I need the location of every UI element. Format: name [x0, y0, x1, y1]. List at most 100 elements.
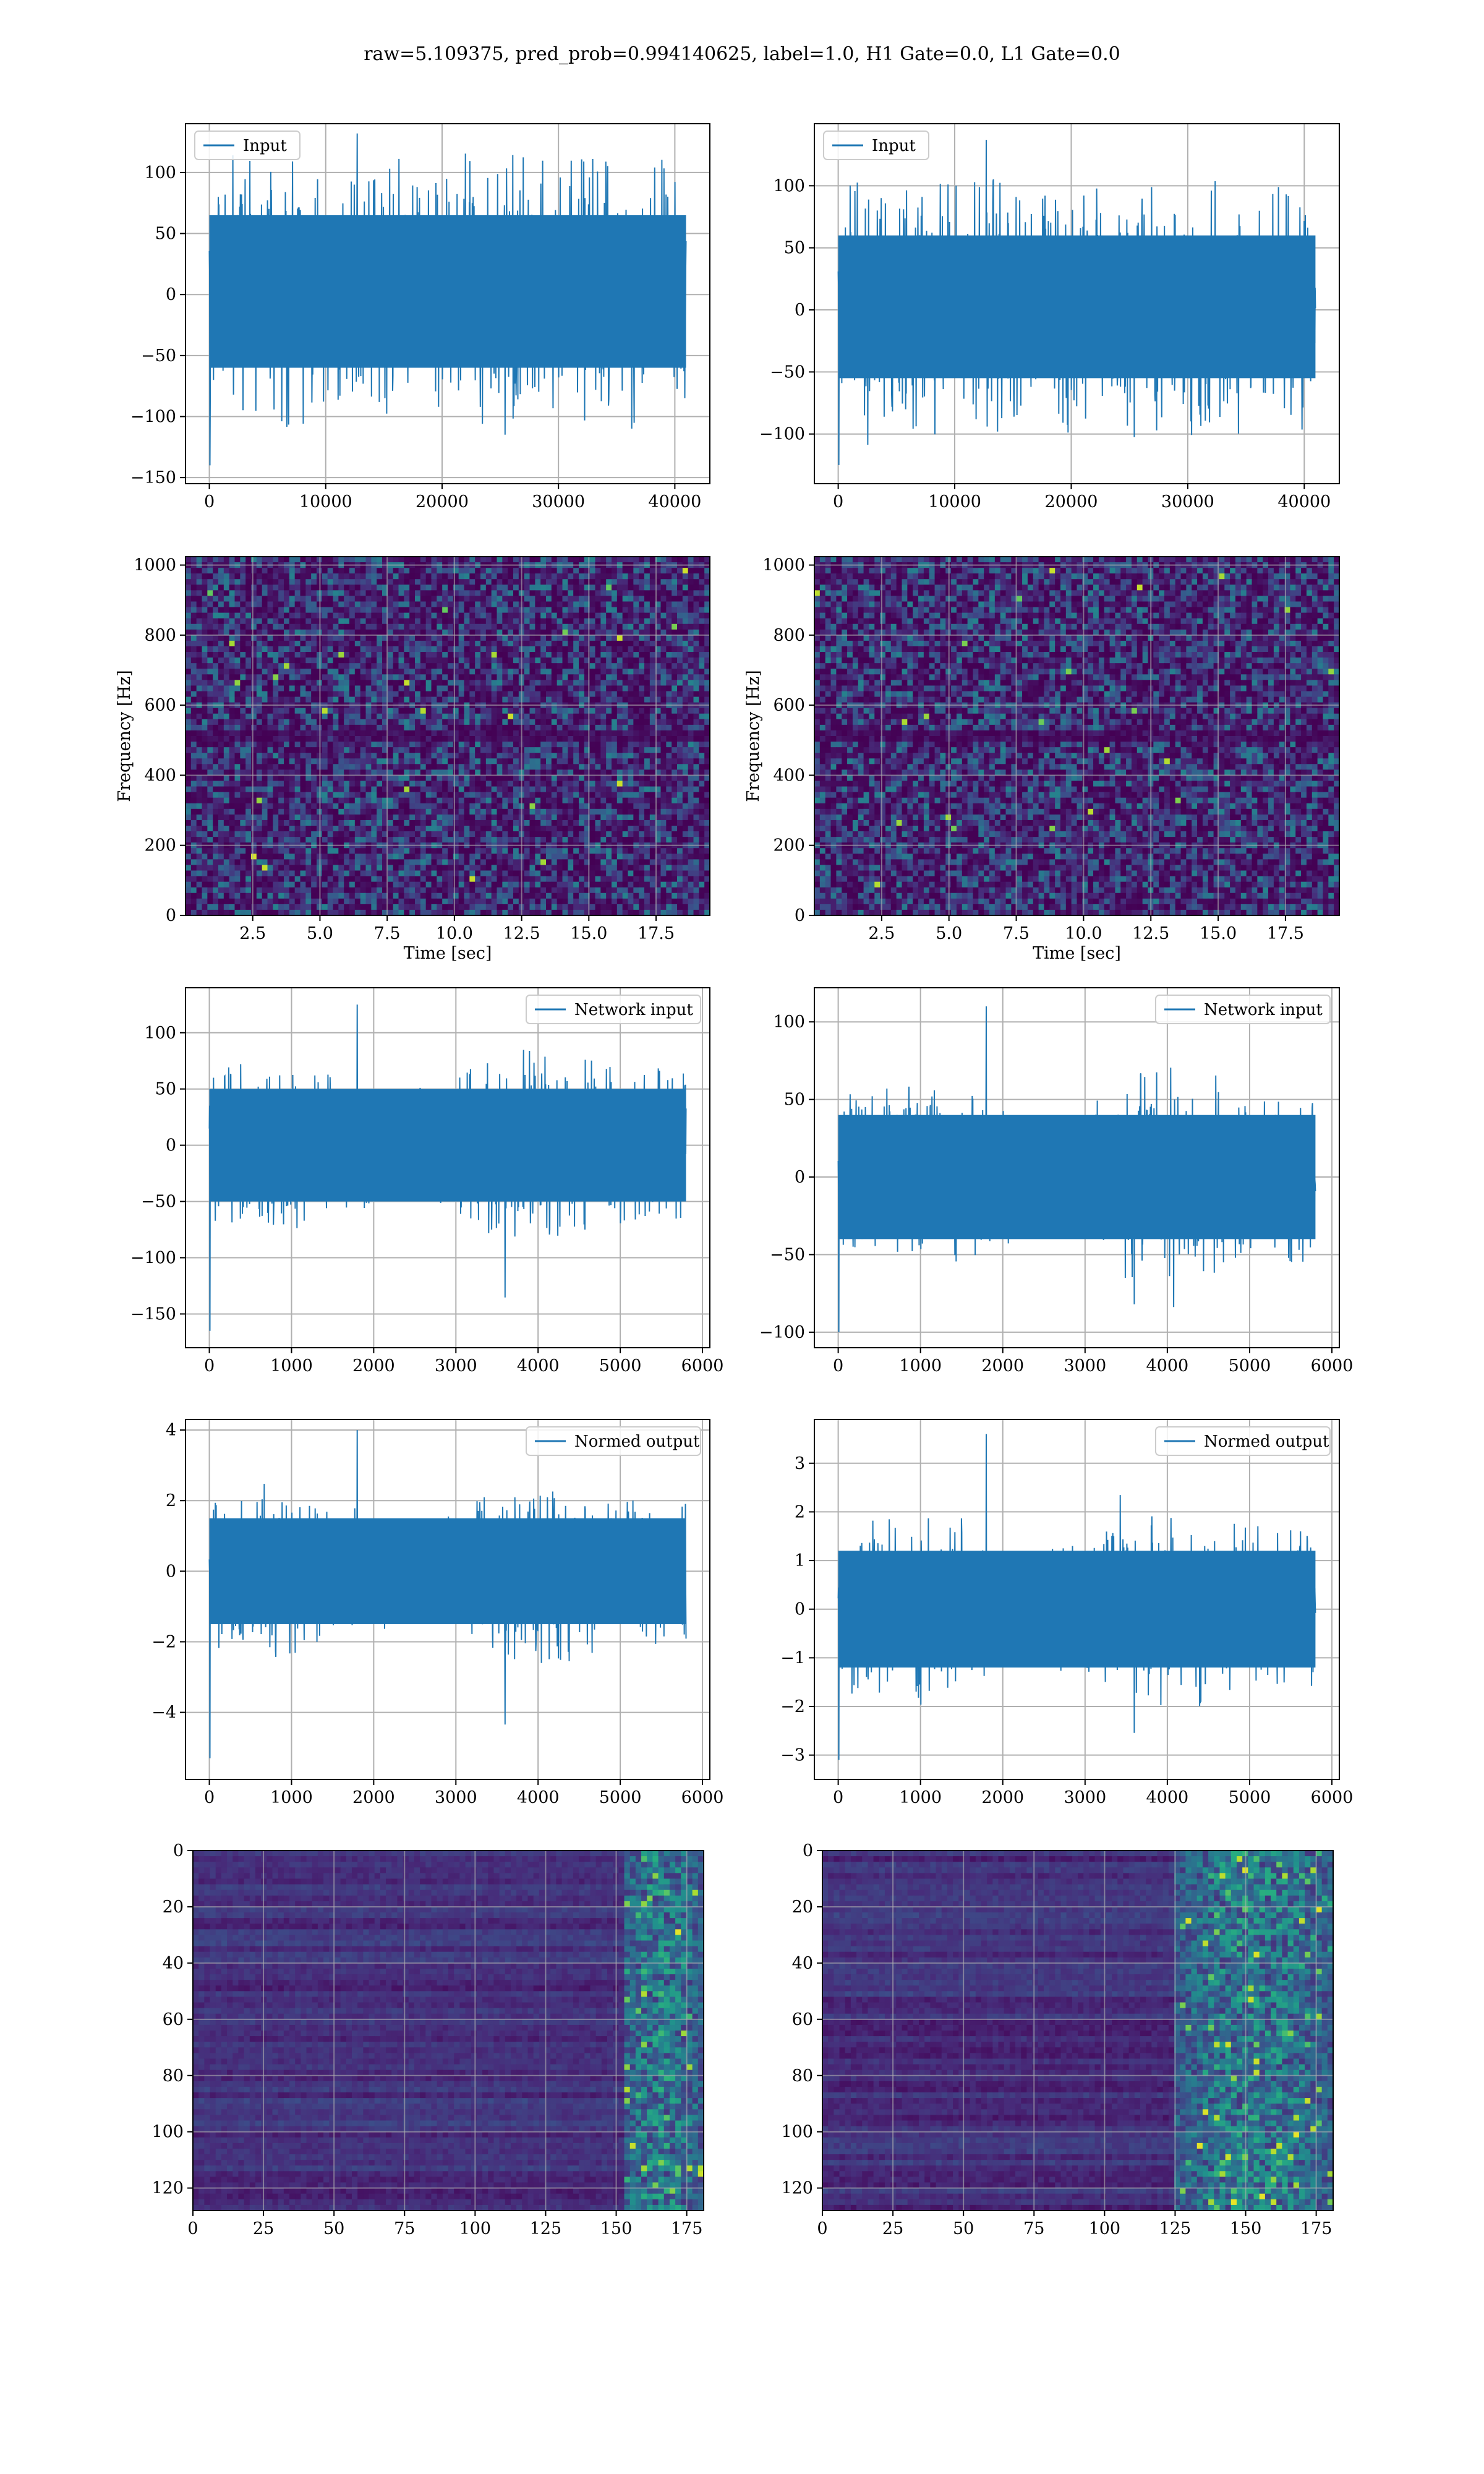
- spectrogram-cell: [508, 758, 513, 764]
- spectrogram-cell: [328, 697, 333, 703]
- spectrogram-cell: [191, 674, 197, 680]
- spectrogram-cell: [338, 691, 344, 698]
- spectrogram-cell: [492, 657, 497, 664]
- spectrogram-cell: [699, 596, 704, 602]
- spectrogram-cell: [699, 837, 704, 843]
- spectrogram-cell: [683, 685, 688, 691]
- spectrogram-cell: [623, 602, 628, 608]
- spectrogram-cell: [245, 613, 251, 619]
- spectrogram-cell: [623, 607, 628, 614]
- spectrogram-cell: [437, 680, 442, 686]
- spectrogram-cell: [513, 657, 519, 664]
- spectrogram-cell: [568, 674, 573, 680]
- spectrogram-cell: [393, 607, 399, 614]
- spectrogram-cell: [448, 584, 453, 591]
- spectrogram-cell: [639, 714, 644, 720]
- spectrogram-cell: [213, 781, 218, 787]
- spectrogram-cell: [442, 781, 448, 787]
- spectrogram-cell: [579, 663, 584, 669]
- spectrogram-cell: [218, 753, 224, 759]
- spectrogram-cell: [442, 826, 448, 832]
- spectrogram-cell: [639, 787, 644, 793]
- spectrogram-cell: [235, 775, 241, 781]
- spectrogram-cell: [612, 618, 617, 625]
- spectrogram-cell: [568, 764, 573, 770]
- spectrogram-cell: [464, 758, 470, 764]
- spectrogram-cell: [305, 714, 311, 720]
- spectrogram-cell: [197, 691, 202, 698]
- spectrogram-cell: [552, 753, 557, 759]
- spectrogram-cell: [322, 742, 328, 748]
- spectrogram-cell: [568, 680, 573, 686]
- spectrogram-cell: [442, 618, 448, 625]
- spectrogram-cell: [464, 607, 470, 614]
- spectrogram-cell: [420, 792, 426, 798]
- spectrogram-cell: [202, 792, 208, 798]
- spectrogram-cell: [333, 641, 339, 647]
- spectrogram-cell: [568, 697, 573, 703]
- spectrogram-cell: [388, 613, 393, 619]
- spectrogram-cell: [475, 573, 480, 580]
- spectrogram-cell: [273, 736, 278, 742]
- spectrogram-cell: [257, 680, 262, 686]
- spectrogram-cell: [694, 792, 699, 798]
- spectrogram-cell: [355, 815, 360, 821]
- spectrogram-cell: [404, 815, 409, 821]
- spectrogram-cell: [388, 792, 393, 798]
- spectrogram-cell: [573, 820, 579, 826]
- spectrogram-cell: [475, 602, 480, 608]
- spectrogram-cell: [563, 657, 568, 664]
- spectrogram-cell: [513, 691, 519, 698]
- spectrogram-cell: [442, 775, 448, 781]
- spectrogram-cell: [251, 747, 257, 753]
- spectrogram-cell: [595, 714, 601, 720]
- spectrogram-cell: [268, 747, 273, 753]
- spectrogram-cell: [644, 657, 650, 664]
- spectrogram-cell: [573, 685, 579, 691]
- spectrogram-cell: [557, 674, 563, 680]
- spectrogram-cell: [191, 775, 197, 781]
- spectrogram-cell: [552, 730, 557, 737]
- spectrogram-cell: [644, 736, 650, 742]
- spectrogram-cell: [213, 635, 218, 641]
- spectrogram-cell: [546, 613, 552, 619]
- spectrogram-cell: [442, 736, 448, 742]
- spectrogram-cell: [677, 725, 683, 731]
- spectrogram-cell: [366, 680, 372, 686]
- spectrogram-cell: [371, 787, 377, 793]
- spectrogram-cell: [338, 775, 344, 781]
- spectrogram-cell: [207, 669, 213, 675]
- spectrogram-cell: [513, 742, 519, 748]
- spectrogram-cell: [186, 590, 191, 596]
- spectrogram-cell: [590, 635, 595, 641]
- spectrogram-cell: [459, 680, 464, 686]
- spectrogram-cell: [617, 725, 623, 731]
- spectrogram-cell: [301, 618, 306, 625]
- spectrogram-cell: [245, 596, 251, 602]
- spectrogram-cell: [650, 685, 655, 691]
- spectrogram-cell: [202, 579, 208, 585]
- spectrogram-cell: [377, 764, 382, 770]
- spectrogram-cell: [311, 663, 317, 669]
- spectrogram-cell: [540, 775, 546, 781]
- spectrogram-cell: [546, 646, 552, 653]
- spectrogram-cell: [469, 697, 475, 703]
- spectrogram-cell: [540, 691, 546, 698]
- spectrogram-cell: [426, 792, 432, 798]
- spectrogram-cell: [475, 674, 480, 680]
- spectrogram-cell: [415, 691, 420, 698]
- spectrogram-cell: [595, 775, 601, 781]
- spectrogram-cell: [404, 837, 409, 843]
- spectrogram-cell: [399, 730, 404, 737]
- spectrogram-cell: [284, 781, 289, 787]
- spectrogram-cell: [492, 714, 497, 720]
- spectrogram-cell: [426, 646, 432, 653]
- spectrogram-cell: [202, 764, 208, 770]
- spectrogram-cell: [295, 747, 301, 753]
- spectrogram-cell: [257, 602, 262, 608]
- spectrogram-cell: [633, 787, 639, 793]
- spectrogram-cell: [694, 730, 699, 737]
- spectrogram-cell: [284, 685, 289, 691]
- spectrogram-cell: [344, 742, 349, 748]
- spectrogram-cell: [546, 730, 552, 737]
